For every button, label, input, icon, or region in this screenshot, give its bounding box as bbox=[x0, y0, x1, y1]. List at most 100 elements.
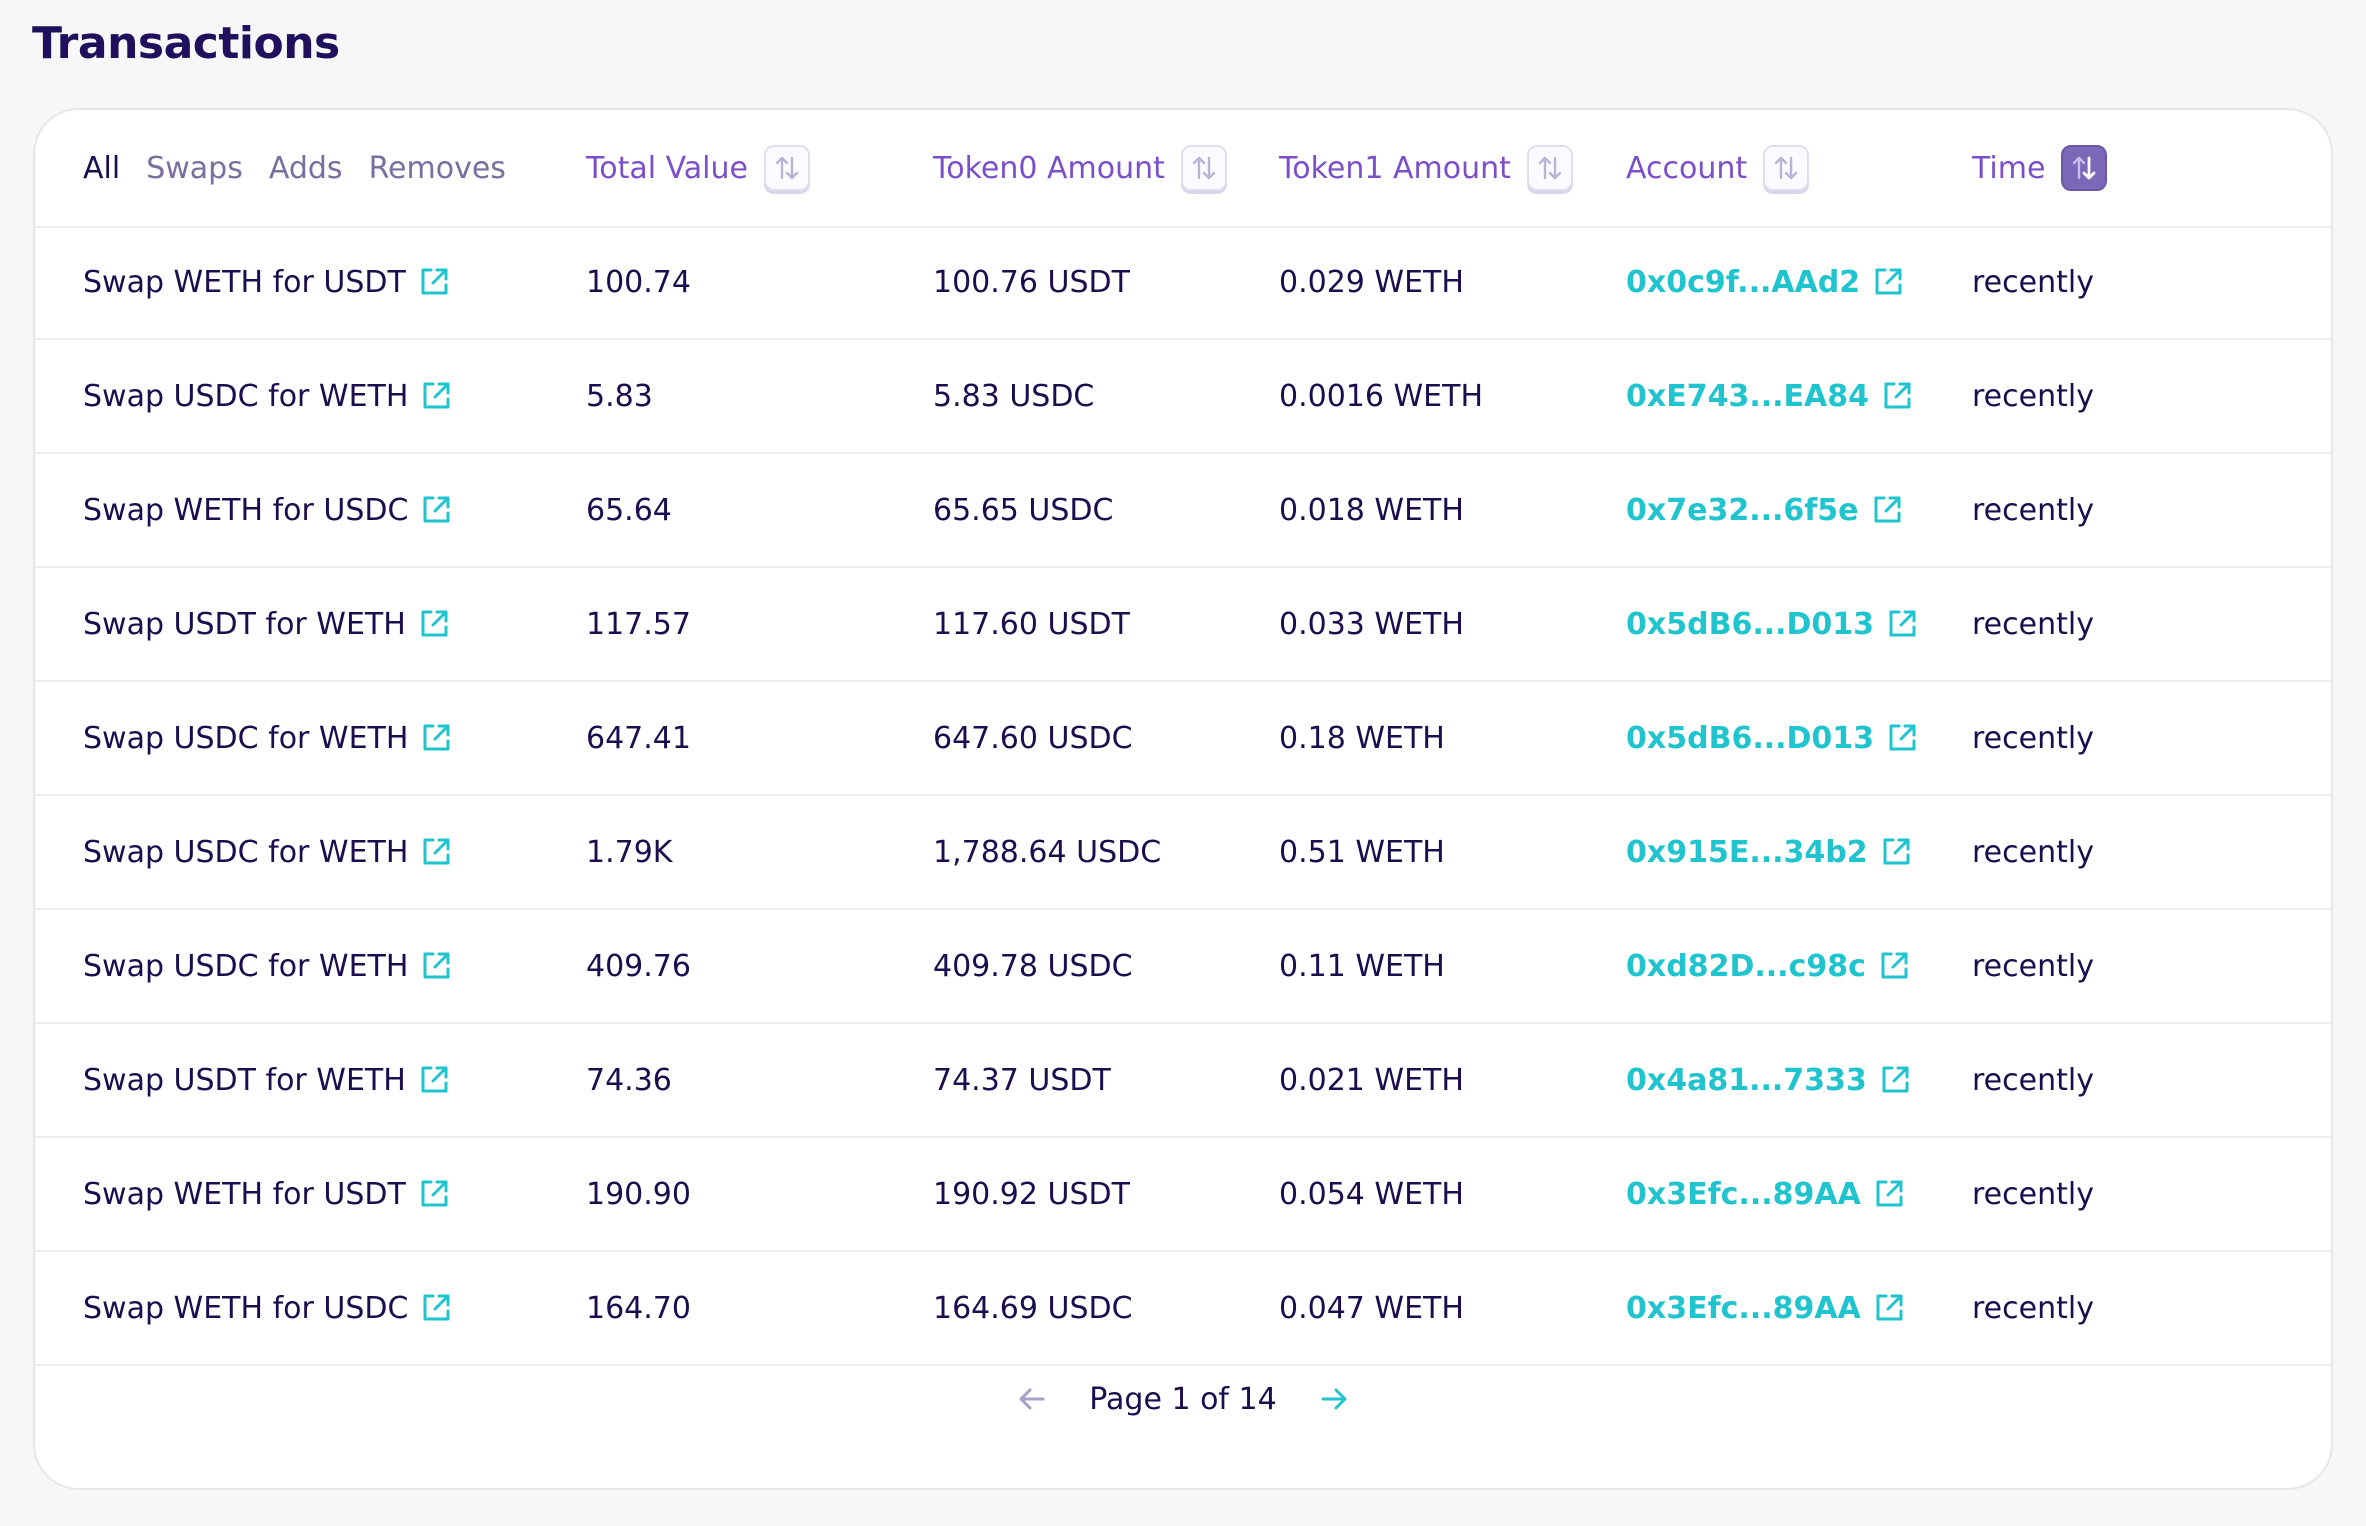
external-link-icon[interactable] bbox=[1880, 836, 1912, 868]
external-link-icon[interactable] bbox=[1873, 1292, 1905, 1324]
column-header-total-value: Total Value bbox=[586, 110, 810, 226]
pagination: Page 1 of 14 bbox=[35, 1361, 2331, 1437]
total-value: 65.64 bbox=[586, 492, 672, 528]
account-link[interactable]: 0x915E...34b2 bbox=[1626, 834, 1868, 870]
action-link[interactable]: Swap WETH for USDC bbox=[83, 1290, 409, 1326]
token1-amount: 0.029 WETH bbox=[1279, 264, 1464, 300]
action-link[interactable]: Swap USDC for WETH bbox=[83, 834, 409, 870]
account-link[interactable]: 0xE743...EA84 bbox=[1626, 378, 1869, 414]
time-value: recently bbox=[1972, 264, 2094, 300]
token1-amount-cell: 0.51 WETH bbox=[1279, 796, 1445, 908]
time-value: recently bbox=[1972, 1290, 2094, 1326]
table-row: Swap USDT for WETH 74.36 74.37 USDT 0.02… bbox=[35, 1024, 2331, 1138]
time-value: recently bbox=[1972, 834, 2094, 870]
sort-arrows-icon bbox=[1192, 156, 1216, 180]
table-row: Swap USDC for WETH 409.76 409.78 USDC 0.… bbox=[35, 910, 2331, 1024]
token1-amount-cell: 0.029 WETH bbox=[1279, 226, 1464, 338]
action-cell: Swap USDT for WETH bbox=[83, 568, 450, 680]
account-link[interactable]: 0x3Efc...89AA bbox=[1626, 1290, 1861, 1326]
action-link[interactable]: Swap USDC for WETH bbox=[83, 378, 409, 414]
action-link[interactable]: Swap WETH for USDT bbox=[83, 264, 406, 300]
table-row: Swap USDC for WETH 5.83 5.83 USDC 0.0016… bbox=[35, 340, 2331, 454]
filter-tab-removes[interactable]: Removes bbox=[368, 150, 506, 186]
filter-tab-swaps[interactable]: Swaps bbox=[146, 150, 243, 186]
filter-tabs: All Swaps Adds Removes bbox=[83, 110, 532, 226]
token0-amount-cell: 117.60 USDT bbox=[933, 568, 1130, 680]
external-link-icon[interactable] bbox=[418, 608, 450, 640]
sort-token0-amount-button[interactable] bbox=[1180, 145, 1227, 191]
account-link[interactable]: 0x5dB6...D013 bbox=[1626, 606, 1875, 642]
action-link[interactable]: Swap USDC for WETH bbox=[83, 948, 409, 984]
arrow-right-icon bbox=[1321, 1388, 1347, 1410]
filter-tab-all[interactable]: All bbox=[83, 150, 121, 186]
column-label: Time bbox=[1972, 150, 2046, 186]
external-link-icon[interactable] bbox=[420, 1292, 452, 1324]
external-link-icon[interactable] bbox=[1872, 266, 1904, 298]
token0-amount-cell: 647.60 USDC bbox=[933, 682, 1133, 794]
token0-amount-cell: 65.65 USDC bbox=[933, 454, 1113, 566]
time-value: recently bbox=[1972, 378, 2094, 414]
sort-time-button[interactable] bbox=[2061, 145, 2108, 191]
action-link[interactable]: Swap USDC for WETH bbox=[83, 720, 409, 756]
account-link[interactable]: 0x0c9f...AAd2 bbox=[1626, 264, 1861, 300]
table-header: All Swaps Adds Removes Total Value Token… bbox=[35, 110, 2331, 228]
time-cell: recently bbox=[1972, 910, 2094, 1022]
sort-token1-amount-button[interactable] bbox=[1526, 145, 1573, 191]
account-link[interactable]: 0x5dB6...D013 bbox=[1626, 720, 1875, 756]
token1-amount-cell: 0.054 WETH bbox=[1279, 1138, 1464, 1250]
sort-account-button[interactable] bbox=[1763, 145, 1810, 191]
external-link-icon[interactable] bbox=[1886, 722, 1918, 754]
total-value: 117.57 bbox=[586, 606, 691, 642]
external-link-icon[interactable] bbox=[420, 950, 452, 982]
external-link-icon[interactable] bbox=[1871, 494, 1903, 526]
token1-amount: 0.021 WETH bbox=[1279, 1062, 1464, 1098]
action-link[interactable]: Swap WETH for USDC bbox=[83, 492, 409, 528]
account-link[interactable]: 0x7e32...6f5e bbox=[1626, 492, 1859, 528]
external-link-icon[interactable] bbox=[420, 836, 452, 868]
account-cell: 0x915E...34b2 bbox=[1626, 796, 1912, 908]
time-cell: recently bbox=[1972, 226, 2094, 338]
sort-arrows-icon bbox=[2073, 156, 2096, 180]
sort-arrows-icon bbox=[1538, 156, 1562, 180]
external-link-icon[interactable] bbox=[418, 1064, 450, 1096]
action-link[interactable]: Swap USDT for WETH bbox=[83, 606, 406, 642]
action-cell: Swap USDC for WETH bbox=[83, 910, 452, 1022]
token1-amount-cell: 0.18 WETH bbox=[1279, 682, 1445, 794]
table-row: Swap USDC for WETH 1.79K 1,788.64 USDC 0… bbox=[35, 796, 2331, 910]
column-label: Total Value bbox=[586, 150, 748, 186]
action-link[interactable]: Swap WETH for USDT bbox=[83, 1176, 406, 1212]
total-value: 5.83 bbox=[586, 378, 653, 414]
column-label: Token0 Amount bbox=[933, 150, 1165, 186]
external-link-icon[interactable] bbox=[1873, 1178, 1905, 1210]
account-cell: 0xE743...EA84 bbox=[1626, 340, 1913, 452]
column-header-account: Account bbox=[1626, 110, 1810, 226]
token1-amount-cell: 0.0016 WETH bbox=[1279, 340, 1483, 452]
account-link[interactable]: 0xd82D...c98c bbox=[1626, 948, 1866, 984]
action-cell: Swap USDC for WETH bbox=[83, 796, 452, 908]
external-link-icon[interactable] bbox=[1878, 950, 1910, 982]
external-link-icon[interactable] bbox=[418, 1178, 450, 1210]
external-link-icon[interactable] bbox=[1879, 1064, 1911, 1096]
total-value: 647.41 bbox=[586, 720, 691, 756]
token0-amount: 647.60 USDC bbox=[933, 720, 1133, 756]
token0-amount: 409.78 USDC bbox=[933, 948, 1133, 984]
token1-amount-cell: 0.047 WETH bbox=[1279, 1252, 1464, 1364]
external-link-icon[interactable] bbox=[418, 266, 450, 298]
external-link-icon[interactable] bbox=[1881, 380, 1913, 412]
external-link-icon[interactable] bbox=[420, 722, 452, 754]
sort-total-value-button[interactable] bbox=[763, 145, 810, 191]
token1-amount-cell: 0.033 WETH bbox=[1279, 568, 1464, 680]
total-value: 164.70 bbox=[586, 1290, 691, 1326]
prev-page-button[interactable] bbox=[1017, 1384, 1047, 1414]
time-value: recently bbox=[1972, 1176, 2094, 1212]
external-link-icon[interactable] bbox=[420, 494, 452, 526]
external-link-icon[interactable] bbox=[420, 380, 452, 412]
total-value-cell: 65.64 bbox=[586, 454, 672, 566]
next-page-button[interactable] bbox=[1319, 1384, 1349, 1414]
filter-tab-adds[interactable]: Adds bbox=[268, 150, 343, 186]
account-link[interactable]: 0x4a81...7333 bbox=[1626, 1062, 1867, 1098]
column-label: Token1 Amount bbox=[1279, 150, 1511, 186]
account-link[interactable]: 0x3Efc...89AA bbox=[1626, 1176, 1861, 1212]
action-link[interactable]: Swap USDT for WETH bbox=[83, 1062, 406, 1098]
external-link-icon[interactable] bbox=[1886, 608, 1918, 640]
